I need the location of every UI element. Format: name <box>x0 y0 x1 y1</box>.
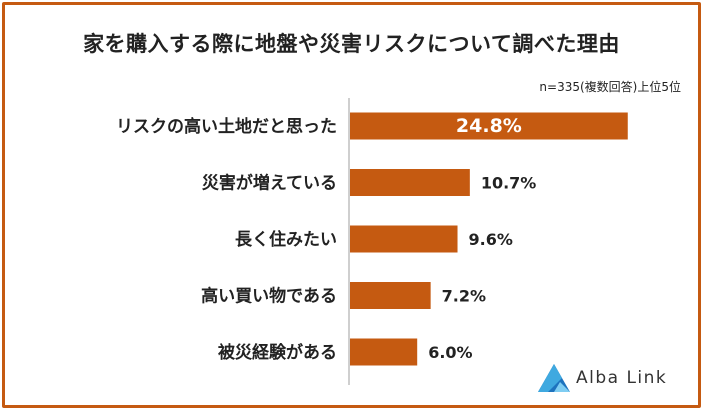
category-label: リスクの高い土地だと思った <box>116 116 337 137</box>
value-label: 9.6% <box>469 230 513 249</box>
bar <box>350 169 470 196</box>
category-label: 高い買い物である <box>201 286 337 307</box>
chart-title: 家を購入する際に地盤や災害リスクについて調べた理由 <box>83 32 620 56</box>
value-label: 10.7% <box>481 174 537 193</box>
bar <box>350 225 458 253</box>
alba-link-logo: Alba Link <box>536 360 686 396</box>
value-label: 7.2% <box>442 287 486 306</box>
alba-link-logo-text: Alba Link <box>576 368 668 388</box>
value-label: 24.8% <box>456 115 522 137</box>
bar <box>350 282 431 309</box>
alba-link-logo-icon <box>538 364 570 392</box>
sample-note: n=335(複数回答)上位5位 <box>539 80 681 94</box>
bar <box>350 112 628 140</box>
category-label: 災害が増えている <box>202 173 337 194</box>
bar <box>350 338 418 366</box>
bars-layer: リスクの高い土地だと思った 24.8% 災害が増えている 10.7% 長く住みたい 9.6… <box>116 112 628 366</box>
category-label: 被災経験がある <box>218 342 337 363</box>
value-label: 6.0% <box>428 343 472 362</box>
category-label: 長く住みたい <box>235 229 337 250</box>
